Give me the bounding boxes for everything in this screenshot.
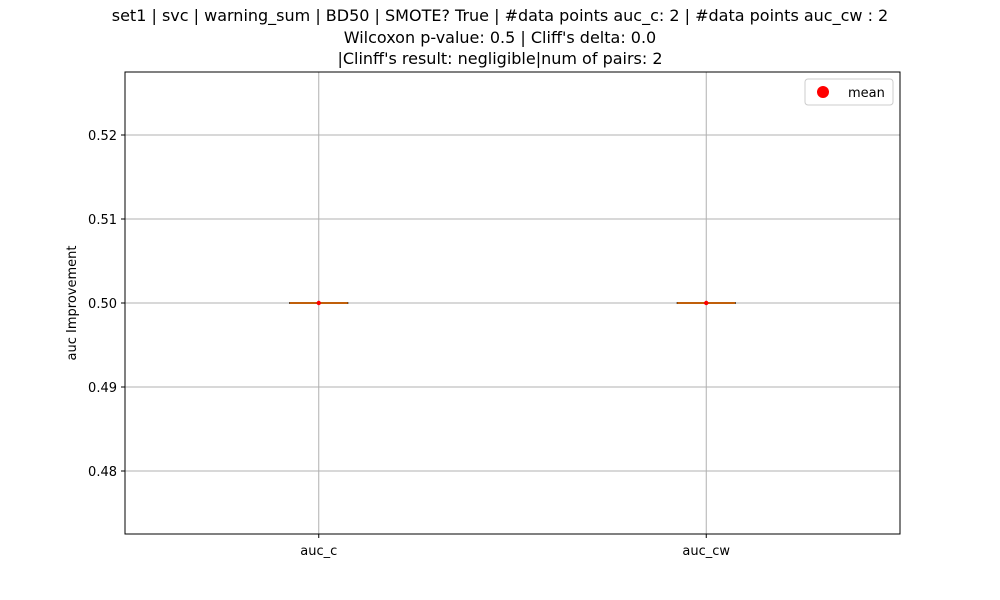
- legend-box: [804, 78, 894, 106]
- chart-title-line-3: |Clinff's result: negligible|num of pair…: [337, 49, 663, 68]
- legend-mean-marker: [817, 86, 829, 98]
- x-tick-label: auc_cw: [682, 544, 730, 559]
- grid-layer: [125, 72, 900, 534]
- x-tick-label: auc_c: [300, 544, 337, 559]
- y-axis-label: auc Improvement: [65, 246, 80, 361]
- legend: mean: [804, 78, 894, 106]
- mean-marker: [704, 300, 709, 306]
- tick-layer: 0.48 0.49 0.50 0.51 0.52 auc_c auc_cw: [88, 129, 730, 559]
- y-tick-label: 0.50: [88, 297, 117, 312]
- y-tick-label: 0.48: [88, 465, 117, 480]
- y-tick-label: 0.52: [88, 129, 117, 144]
- y-tick-label: 0.49: [88, 381, 117, 396]
- box-layer: [289, 300, 736, 306]
- chart-title-line-1: set1 | svc | warning_sum | BD50 | SMOTE?…: [111, 6, 889, 25]
- chart-title-line-2: Wilcoxon p-value: 0.5 | Cliff's delta: 0…: [343, 28, 657, 47]
- y-tick-label: 0.51: [88, 213, 117, 228]
- legend-mean-label: mean: [848, 86, 885, 101]
- mean-marker: [316, 300, 321, 306]
